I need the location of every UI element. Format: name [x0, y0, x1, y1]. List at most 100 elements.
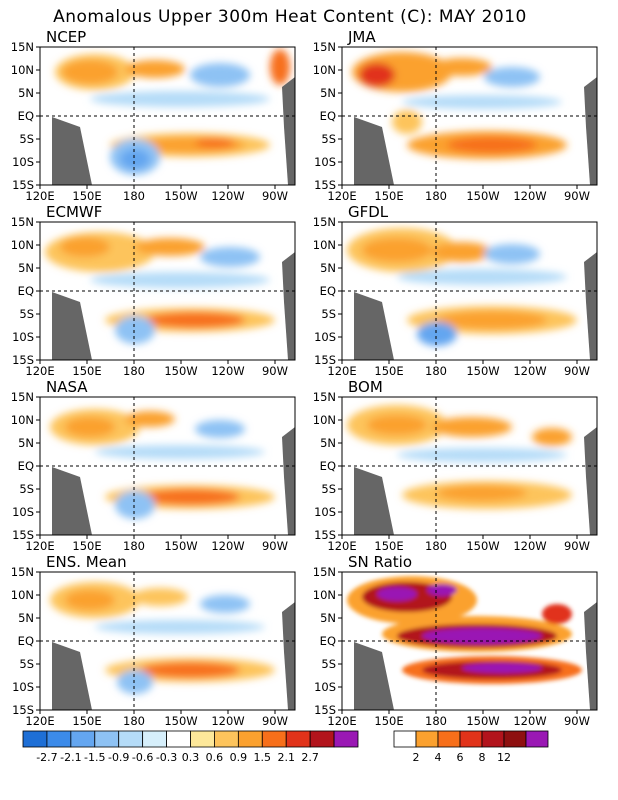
lat-tick-label: EQ — [18, 634, 34, 648]
lat-tick-label: EQ — [18, 284, 34, 298]
lon-tick-label: 150W — [164, 364, 197, 378]
colorbar-swatch — [214, 730, 239, 748]
landmass-americas — [584, 77, 597, 185]
colorbar-label: -2.1 — [60, 751, 81, 764]
lat-tick-label: 5N — [320, 86, 336, 100]
lon-tick-label: 150W — [466, 714, 499, 728]
lat-tick-label: 5N — [320, 611, 336, 625]
colorbar-swatch — [459, 730, 483, 748]
lat-tick-label: 15N — [313, 40, 336, 54]
lon-tick-label: 180 — [123, 539, 145, 553]
lon-tick-label: 120E — [25, 189, 54, 203]
lon-tick-label: 120W — [211, 539, 244, 553]
landmass-americas — [282, 77, 295, 185]
lon-tick-label: 120W — [211, 714, 244, 728]
anomaly-contours — [352, 52, 567, 159]
lon-tick-label: 120E — [25, 714, 54, 728]
colorbar-swatch — [415, 730, 439, 748]
lon-tick-label: 120E — [327, 364, 356, 378]
lat-tick-label: 15S — [12, 528, 34, 542]
lon-tick-label: 150W — [466, 189, 499, 203]
colorbar-swatch — [166, 730, 191, 748]
panel-title: BOM — [348, 378, 383, 396]
colorbar-swatch — [309, 730, 335, 748]
colorbar-swatch — [118, 730, 144, 748]
colorbar-label: -2.7 — [36, 751, 57, 764]
lon-tick-label: 150W — [164, 189, 197, 203]
landmass-australasia — [52, 117, 92, 185]
lat-tick-label: 15S — [314, 703, 336, 717]
colorbar-label: -0.3 — [156, 751, 177, 764]
lat-tick-label: 10S — [12, 330, 34, 344]
lon-tick-label: 150E — [374, 714, 403, 728]
landmass-americas — [584, 252, 597, 360]
lon-tick-label: 90W — [564, 539, 590, 553]
colorbar-swatch — [261, 730, 287, 748]
colorbar-label: 2.7 — [301, 751, 319, 764]
lat-tick-label: 15N — [11, 40, 34, 54]
lat-tick-label: 10N — [313, 413, 336, 427]
lat-tick-label: 5S — [321, 657, 336, 671]
lat-tick-label: 10N — [313, 588, 336, 602]
lat-tick-label: 5N — [320, 261, 336, 275]
colorbar-swatch — [70, 730, 96, 748]
lon-tick-label: 150W — [466, 539, 499, 553]
anomaly-contours — [347, 405, 572, 509]
lat-tick-label: 10S — [12, 155, 34, 169]
colorbar-swatch — [94, 730, 120, 748]
lat-tick-label: 5N — [320, 436, 336, 450]
landmass-australasia — [354, 292, 394, 360]
lat-tick-label: EQ — [320, 634, 336, 648]
lat-tick-label: 10N — [11, 413, 34, 427]
lon-tick-label: 180 — [425, 364, 447, 378]
lon-tick-label: 150W — [164, 714, 197, 728]
landmass-americas — [584, 602, 597, 710]
panel-title: ECMWF — [46, 203, 102, 221]
colorbar-sn-ratio: 2 4 6 8 12 — [393, 730, 549, 764]
lon-tick-label: 120W — [211, 364, 244, 378]
landmass-australasia — [354, 117, 394, 185]
colorbar-label: -0.9 — [108, 751, 129, 764]
lat-tick-label: 15S — [12, 178, 34, 192]
colorbar-swatch — [481, 730, 505, 748]
lon-tick-label: 150E — [374, 364, 403, 378]
lon-tick-label: 150W — [164, 539, 197, 553]
lat-tick-label: 15N — [11, 390, 34, 404]
landmass-americas — [282, 252, 295, 360]
lat-tick-label: 10S — [314, 680, 336, 694]
lon-tick-label: 90W — [564, 714, 590, 728]
lon-tick-label: 120E — [25, 539, 54, 553]
lon-tick-label: 120W — [211, 189, 244, 203]
panel-title: GFDL — [348, 203, 389, 221]
lat-tick-label: 5S — [321, 307, 336, 321]
colorbar-swatch — [22, 730, 48, 748]
lat-tick-label: 5S — [321, 482, 336, 496]
lon-tick-label: 120W — [513, 714, 546, 728]
lon-tick-label: 120E — [327, 539, 356, 553]
lat-tick-label: EQ — [320, 109, 336, 123]
lat-tick-label: 15S — [314, 178, 336, 192]
lat-tick-label: 5S — [321, 132, 336, 146]
panel-title: NASA — [46, 378, 88, 396]
lon-tick-label: 120E — [327, 189, 356, 203]
lon-tick-label: 120W — [513, 364, 546, 378]
colorbar-label: 8 — [479, 751, 486, 764]
lon-tick-label: 90W — [262, 539, 288, 553]
lon-tick-label: 150E — [72, 189, 101, 203]
anomaly-contours — [50, 582, 275, 694]
lat-tick-label: 15N — [11, 565, 34, 579]
panel-title: NCEP — [46, 28, 86, 46]
lon-tick-label: 120E — [25, 364, 54, 378]
colorbar-label: 2 — [413, 751, 420, 764]
